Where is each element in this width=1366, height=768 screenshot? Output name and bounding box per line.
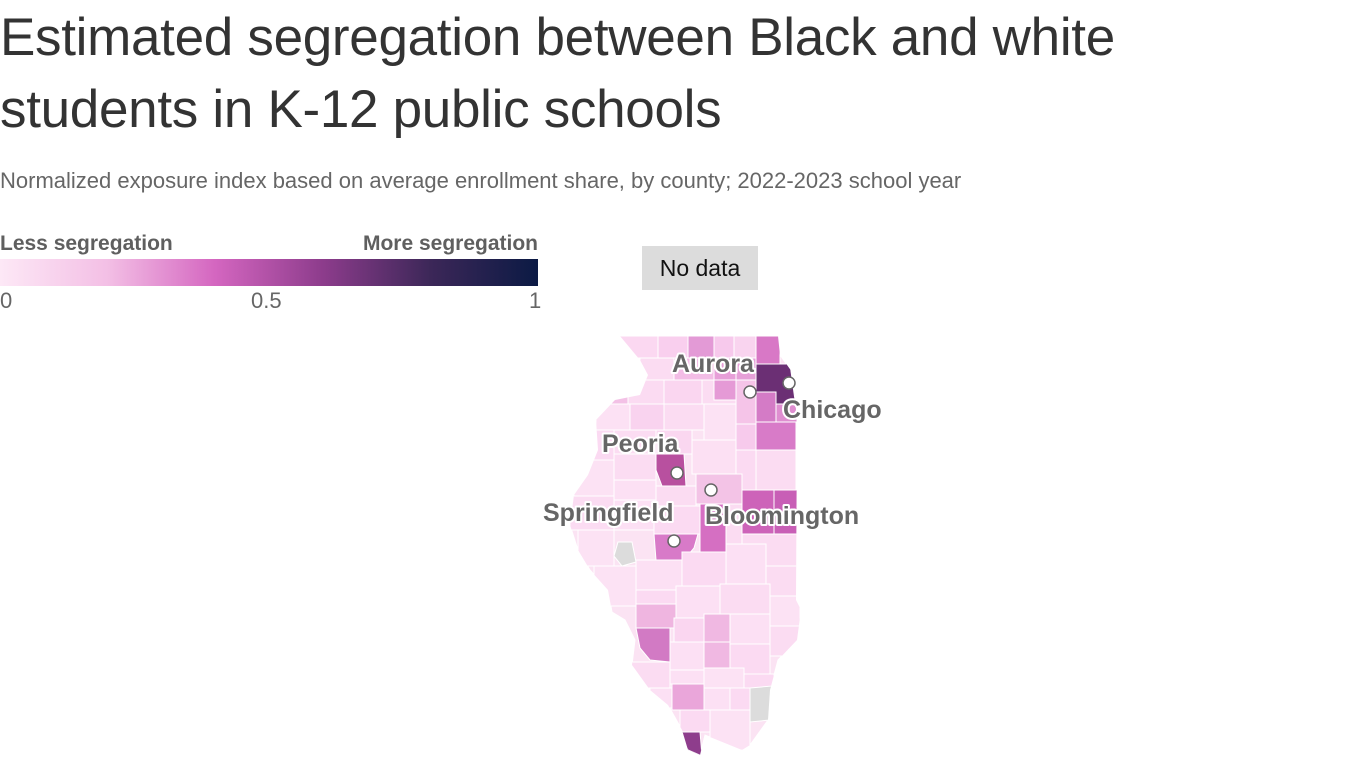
- legend-low-label: Less segregation: [0, 232, 173, 255]
- county: [595, 403, 631, 431]
- county: [673, 617, 705, 643]
- county: [613, 479, 657, 501]
- county: [663, 403, 705, 431]
- county: [755, 336, 781, 365]
- county: [649, 687, 673, 709]
- city-dot-bloomington: [704, 483, 718, 497]
- county: [669, 669, 705, 685]
- legend-tick-0: 0: [0, 288, 13, 313]
- county: [597, 379, 629, 405]
- county: [703, 641, 731, 669]
- county: [755, 421, 797, 451]
- county: [725, 543, 767, 585]
- county-nodata: [613, 541, 637, 567]
- county: [703, 613, 731, 643]
- county: [769, 595, 801, 627]
- county: [755, 391, 777, 423]
- county: [679, 709, 711, 733]
- county: [729, 613, 771, 645]
- county: [629, 403, 665, 431]
- county: [619, 336, 659, 359]
- city-label-chicago: Chicago: [783, 396, 882, 424]
- city-markers: [667, 376, 796, 548]
- legend-high-label: More segregation: [362, 232, 538, 255]
- county: [681, 551, 727, 587]
- county: [755, 449, 797, 491]
- city-label-peoria: Peoria: [602, 430, 680, 458]
- legend-tick-1: 1: [529, 288, 542, 313]
- county: [735, 423, 757, 451]
- chart-subtitle: Normalized exposure index based on avera…: [0, 168, 962, 193]
- county: [627, 379, 665, 405]
- legend-color-scale: [0, 259, 538, 286]
- city-dot-chicago: [782, 376, 796, 390]
- county: [703, 667, 745, 689]
- county: [570, 495, 615, 531]
- county: [669, 641, 705, 671]
- county: [573, 459, 615, 497]
- city-dot-springfield: [667, 534, 681, 548]
- county: [709, 709, 751, 751]
- chart-title: Estimated segregation between Black and …: [0, 8, 1115, 139]
- county: [729, 687, 751, 713]
- county-layer: [570, 336, 801, 755]
- county: [675, 585, 721, 619]
- city-label-aurora: Aurora: [672, 350, 755, 378]
- county: [629, 661, 671, 689]
- county: [769, 625, 801, 657]
- county: [703, 403, 737, 441]
- county: [695, 473, 743, 505]
- county: [691, 439, 737, 475]
- no-data-legend: No data: [642, 246, 758, 290]
- county: [663, 379, 703, 405]
- county: [703, 687, 731, 711]
- county-madison: [635, 627, 671, 663]
- city-dot-aurora: [743, 385, 757, 399]
- city-dot-peoria: [670, 466, 684, 480]
- county: [635, 589, 677, 605]
- county: [635, 603, 677, 629]
- county: [713, 379, 737, 401]
- county: [635, 559, 683, 591]
- city-label-bloomington: Bloomington: [705, 502, 859, 530]
- county: [671, 683, 705, 711]
- city-labels: Aurora Chicago Peoria Springfield Bloomi…: [541, 348, 884, 532]
- county: [613, 453, 657, 481]
- legend-tick-05: 0.5: [251, 288, 282, 313]
- city-label-springfield: Springfield: [543, 499, 674, 527]
- county: [699, 503, 727, 553]
- county: [765, 565, 799, 597]
- county: [639, 357, 675, 381]
- county: [719, 583, 771, 615]
- county: [593, 565, 637, 607]
- county: [577, 529, 615, 567]
